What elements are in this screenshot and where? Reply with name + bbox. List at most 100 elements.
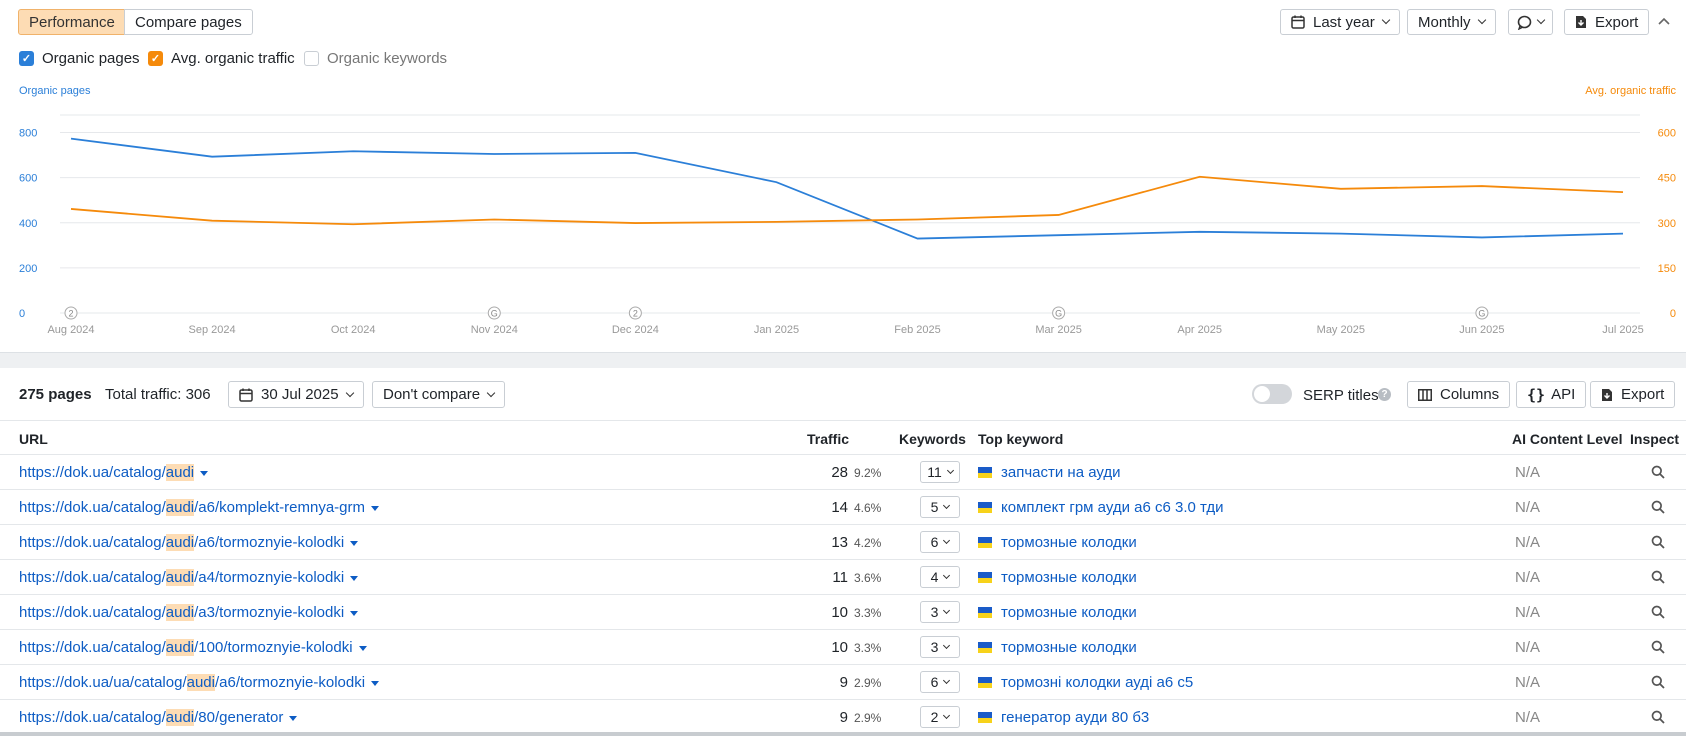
inspect-search-icon[interactable] xyxy=(1651,465,1665,479)
inspect-search-icon[interactable] xyxy=(1651,535,1665,549)
export-label: Export xyxy=(1621,386,1665,403)
ukraine-flag-icon xyxy=(978,467,992,478)
annotations-dropdown[interactable] xyxy=(1508,9,1553,35)
chevron-down-icon xyxy=(486,388,496,397)
row-traffic-share: 9.2% xyxy=(854,466,882,480)
checkbox-avg-organic-traffic[interactable]: ✓ Avg. organic traffic xyxy=(148,50,295,67)
inspect-search-icon[interactable] xyxy=(1651,605,1665,619)
compare-dropdown[interactable]: Don't compare xyxy=(372,381,506,408)
left-tick-label: 800 xyxy=(19,128,37,140)
inspect-search-icon[interactable] xyxy=(1651,640,1665,654)
columns-button[interactable]: Columns xyxy=(1407,381,1511,408)
help-icon[interactable]: ? xyxy=(1378,388,1391,401)
col-keywords[interactable]: Keywords xyxy=(899,431,966,447)
row-keywords-dropdown[interactable]: 4 xyxy=(920,566,960,588)
caret-down-icon[interactable] xyxy=(371,680,380,686)
serp-titles-label: SERP titles xyxy=(1303,387,1379,404)
row-top-keyword-link[interactable]: тормозные колодки xyxy=(1001,534,1137,551)
x-tick-label: Feb 2025 xyxy=(894,324,940,336)
export-table-button[interactable]: Export xyxy=(1590,381,1676,408)
caret-down-icon[interactable] xyxy=(371,505,380,511)
inspect-search-icon[interactable] xyxy=(1651,675,1665,689)
row-url-link[interactable]: https://dok.ua/catalog/audi/100/tormozny… xyxy=(19,639,367,656)
row-top-keyword-link[interactable]: запчасти на ауди xyxy=(1001,464,1121,481)
chevron-down-icon xyxy=(943,501,951,509)
tab-compare-pages[interactable]: Compare pages xyxy=(124,9,253,35)
row-keywords-dropdown[interactable]: 5 xyxy=(920,496,960,518)
row-top-keyword-link[interactable]: тормозные колодки xyxy=(1001,604,1137,621)
left-tick-label: 400 xyxy=(19,218,37,230)
row-traffic-share: 2.9% xyxy=(854,676,882,690)
row-keywords-dropdown[interactable]: 2 xyxy=(920,706,960,728)
col-url[interactable]: URL xyxy=(19,431,48,447)
date-range-dropdown[interactable]: Last year xyxy=(1280,9,1400,35)
row-traffic: 10 xyxy=(831,639,848,656)
ukraine-flag-icon xyxy=(978,537,992,548)
table-row: https://dok.ua/catalog/audi/a3/tormoznyi… xyxy=(0,595,1686,630)
row-url-link[interactable]: https://dok.ua/catalog/audi xyxy=(19,464,209,481)
checkbox-organic-pages[interactable]: ✓ Organic pages xyxy=(19,50,140,67)
row-top-keyword-link[interactable]: генератор ауди 80 б3 xyxy=(1001,709,1150,726)
organic-keywords-label: Organic keywords xyxy=(327,50,448,67)
row-top-keyword-link[interactable]: тормозные колодки xyxy=(1001,569,1137,586)
table-row: https://dok.ua/ua/catalog/audi/a6/tormoz… xyxy=(0,665,1686,700)
col-inspect: Inspect xyxy=(1630,431,1680,447)
row-url-link[interactable]: https://dok.ua/ua/catalog/audi/a6/tormoz… xyxy=(19,674,380,691)
interval-dropdown[interactable]: Monthly xyxy=(1407,9,1496,35)
row-traffic: 28 xyxy=(831,464,848,481)
inspect-search-icon[interactable] xyxy=(1651,570,1665,584)
row-url-link[interactable]: https://dok.ua/catalog/audi/80/generator xyxy=(19,709,298,726)
table-row: https://dok.ua/catalog/audi/a4/tormoznyi… xyxy=(0,560,1686,595)
caret-down-icon[interactable] xyxy=(200,470,209,476)
row-traffic: 10 xyxy=(831,604,848,621)
caret-down-icon[interactable] xyxy=(350,540,359,546)
tab-performance[interactable]: Performance xyxy=(18,9,126,35)
caret-down-icon[interactable] xyxy=(289,715,298,721)
row-url-link[interactable]: https://dok.ua/catalog/audi/a3/tormoznyi… xyxy=(19,604,359,621)
row-top-keyword-link[interactable]: тормозні колодки ауді а6 с5 xyxy=(1001,674,1194,691)
scrollbar[interactable] xyxy=(0,732,1686,736)
api-button[interactable]: {} API xyxy=(1516,381,1587,408)
row-keywords-dropdown[interactable]: 11 xyxy=(920,461,960,483)
row-keywords-dropdown[interactable]: 3 xyxy=(920,636,960,658)
ukraine-flag-icon xyxy=(978,572,992,583)
inspect-search-icon[interactable] xyxy=(1651,500,1665,514)
caret-down-icon[interactable] xyxy=(350,575,359,581)
collapse-icon[interactable] xyxy=(1657,14,1671,28)
braces-icon: {} xyxy=(1527,385,1546,404)
annotation-marker xyxy=(64,306,78,320)
row-url-link[interactable]: https://dok.ua/catalog/audi/a6/komplekt-… xyxy=(19,499,380,516)
row-traffic: 13 xyxy=(831,534,848,551)
row-keywords-dropdown[interactable]: 6 xyxy=(920,671,960,693)
chevron-down-icon xyxy=(345,388,354,397)
col-top-keyword[interactable]: Top keyword xyxy=(978,431,1064,447)
table-row: https://dok.ua/catalog/audi/a6/tormoznyi… xyxy=(0,525,1686,560)
export-chart-button[interactable]: Export xyxy=(1564,9,1650,35)
chevron-down-icon xyxy=(943,536,951,544)
row-top-keyword-link[interactable]: комплект грм ауди а6 с6 3.0 тди xyxy=(1001,499,1224,516)
total-traffic: Total traffic: 306 xyxy=(105,386,211,403)
avg-traffic-label: Avg. organic traffic xyxy=(171,50,295,67)
ukraine-flag-icon xyxy=(978,712,992,723)
row-traffic-share: 4.2% xyxy=(854,536,882,550)
columns-icon xyxy=(1418,388,1432,401)
inspect-search-icon[interactable] xyxy=(1651,710,1665,724)
annotation-marker xyxy=(487,306,501,320)
checkbox-organic-keywords[interactable]: Organic keywords xyxy=(304,50,447,67)
row-keywords-dropdown[interactable]: 3 xyxy=(920,601,960,623)
row-url-link[interactable]: https://dok.ua/catalog/audi/a4/tormoznyi… xyxy=(19,569,359,586)
caret-down-icon[interactable] xyxy=(358,645,367,651)
col-ai-content-level[interactable]: AI Content Level xyxy=(1512,431,1623,447)
row-url-link[interactable]: https://dok.ua/catalog/audi/a6/tormoznyi… xyxy=(19,534,359,551)
serp-titles-toggle[interactable] xyxy=(1252,384,1292,404)
caret-down-icon[interactable] xyxy=(350,610,359,616)
row-keywords-dropdown[interactable]: 6 xyxy=(920,531,960,553)
pages-count: 275 pages xyxy=(19,386,92,403)
right-tick-label: 300 xyxy=(1658,218,1676,230)
col-traffic[interactable]: Traffic xyxy=(807,431,850,447)
date-picker[interactable]: 30 Jul 2025 xyxy=(228,381,364,408)
x-tick-label: Aug 2024 xyxy=(47,324,94,336)
row-top-keyword-link[interactable]: тормозные колодки xyxy=(1001,639,1137,656)
table-header: URL Traffic Keywords Top keyword AI Cont… xyxy=(0,420,1686,455)
chevron-down-icon xyxy=(943,641,951,649)
